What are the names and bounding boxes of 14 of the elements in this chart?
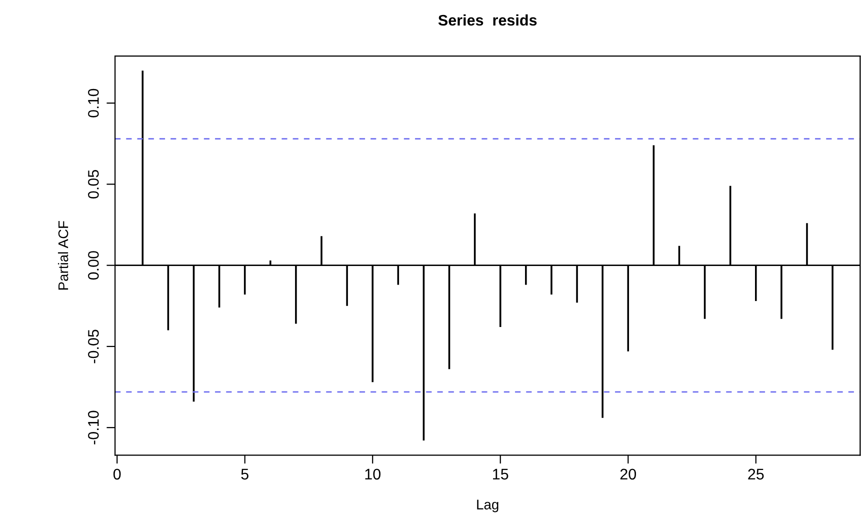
y-axis-title: Partial ACF	[58, 221, 68, 290]
x-tick-label: 0	[113, 468, 121, 480]
y-tick-label: 0.00	[88, 251, 99, 280]
y-tick-label: 0.05	[88, 170, 99, 198]
x-tick-label: 15	[493, 468, 508, 480]
x-tick-label: 5	[241, 468, 248, 480]
y-tick-label: 0.10	[88, 88, 99, 118]
chart-title: Series resids	[438, 14, 537, 26]
x-axis-title: Lag	[477, 500, 498, 512]
y-tick-label: -0.10	[88, 410, 99, 444]
y-tick-label: -0.05	[88, 330, 99, 364]
x-tick-label: 25	[748, 468, 764, 480]
x-tick-label: 10	[365, 468, 380, 480]
x-tick-label: 20	[620, 468, 636, 480]
